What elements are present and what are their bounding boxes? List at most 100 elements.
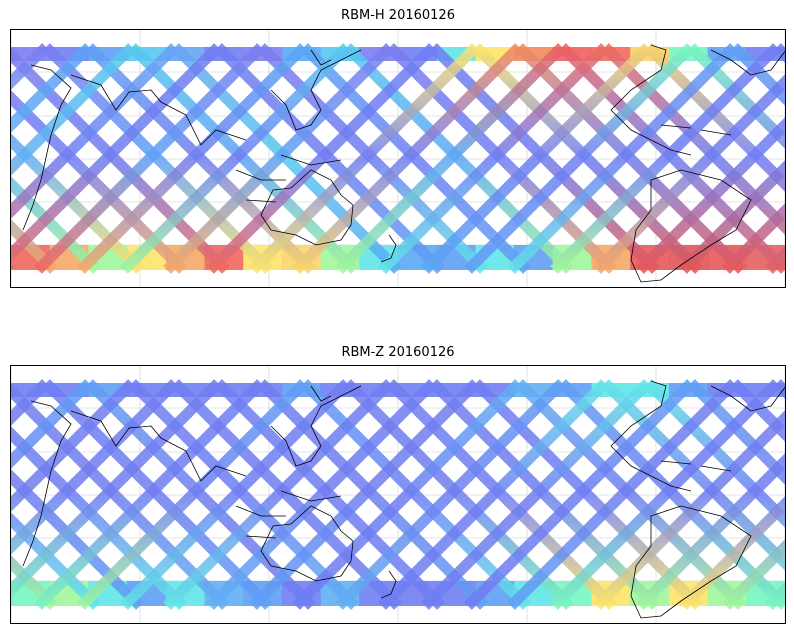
map-rbm-h (10, 29, 786, 288)
swath (249, 379, 480, 610)
satellite-swaths (11, 43, 785, 274)
swath (11, 426, 187, 610)
swath (472, 379, 703, 610)
swath (163, 43, 394, 274)
swath (515, 379, 746, 610)
swath (472, 43, 703, 274)
swath (679, 160, 785, 274)
coastline (710, 385, 785, 412)
swath (11, 43, 179, 219)
swath (85, 43, 316, 274)
swath (464, 379, 695, 610)
map-canvas-rbm-z (11, 366, 785, 623)
swath (464, 43, 695, 274)
swath (11, 379, 222, 598)
swath (11, 176, 101, 274)
swath (206, 43, 437, 274)
coastline (70, 410, 247, 482)
map-rbm-z (10, 365, 786, 624)
coastline (660, 124, 732, 136)
swath (11, 555, 58, 610)
swath (378, 379, 609, 610)
swath (644, 379, 785, 528)
swath (687, 43, 785, 149)
swath (300, 379, 531, 610)
swath (11, 43, 136, 176)
coastline (710, 49, 785, 76)
swath (335, 379, 566, 610)
swath (636, 117, 785, 274)
swath (77, 379, 308, 610)
swath (730, 379, 785, 442)
swath (386, 379, 617, 610)
swath (601, 43, 785, 235)
swath (171, 379, 402, 610)
coastline (270, 385, 362, 467)
swath (335, 43, 566, 274)
swath (11, 47, 230, 274)
swath (206, 379, 437, 610)
coastlines (22, 44, 785, 283)
coastline (270, 49, 362, 131)
coastline (610, 44, 692, 156)
swath (722, 539, 785, 610)
coastline (380, 570, 397, 599)
coastline (380, 234, 397, 263)
swath (593, 74, 785, 274)
satellite-swaths (11, 379, 785, 610)
coastlines (22, 380, 785, 619)
coastline (70, 74, 247, 146)
swath (257, 43, 488, 274)
swath (214, 43, 445, 274)
swath (11, 379, 136, 512)
swath (42, 43, 273, 274)
swath (11, 90, 187, 274)
swath (128, 379, 359, 610)
swath (722, 203, 785, 274)
swath (515, 43, 746, 274)
swath (128, 43, 359, 274)
coastline (235, 154, 342, 203)
swath (429, 379, 660, 610)
coastline (235, 490, 342, 539)
swath (386, 43, 617, 274)
map-canvas-rbm-h (11, 30, 785, 287)
swath (11, 379, 93, 469)
coastline (310, 385, 332, 402)
coastline (660, 460, 732, 472)
coastline (630, 505, 752, 619)
panel-title-rbm-z: RBM-Z 20160126 (341, 345, 455, 360)
swath (558, 43, 785, 274)
swath (601, 379, 785, 571)
swath (636, 453, 785, 610)
swath (292, 379, 523, 610)
swath (507, 379, 738, 610)
swath (11, 383, 230, 610)
swath (300, 43, 531, 274)
swath (120, 379, 351, 610)
swath (550, 43, 781, 274)
swath (77, 43, 308, 274)
coastline (610, 380, 692, 492)
swath (421, 43, 652, 274)
swath (34, 43, 265, 274)
swath (11, 219, 58, 274)
swath (163, 379, 394, 610)
swath (421, 379, 652, 610)
swath (593, 410, 785, 610)
swath (679, 496, 785, 610)
swath (249, 43, 480, 274)
swath (343, 43, 574, 274)
swath (687, 379, 785, 485)
swath (11, 43, 93, 133)
coastline (310, 49, 332, 66)
swath (730, 43, 785, 106)
swath (171, 43, 402, 274)
coastline (260, 505, 354, 582)
swath (214, 379, 445, 610)
swath (85, 379, 316, 610)
coastline (630, 169, 752, 283)
swath (34, 379, 265, 610)
swath (550, 379, 781, 610)
coastline (260, 169, 354, 246)
